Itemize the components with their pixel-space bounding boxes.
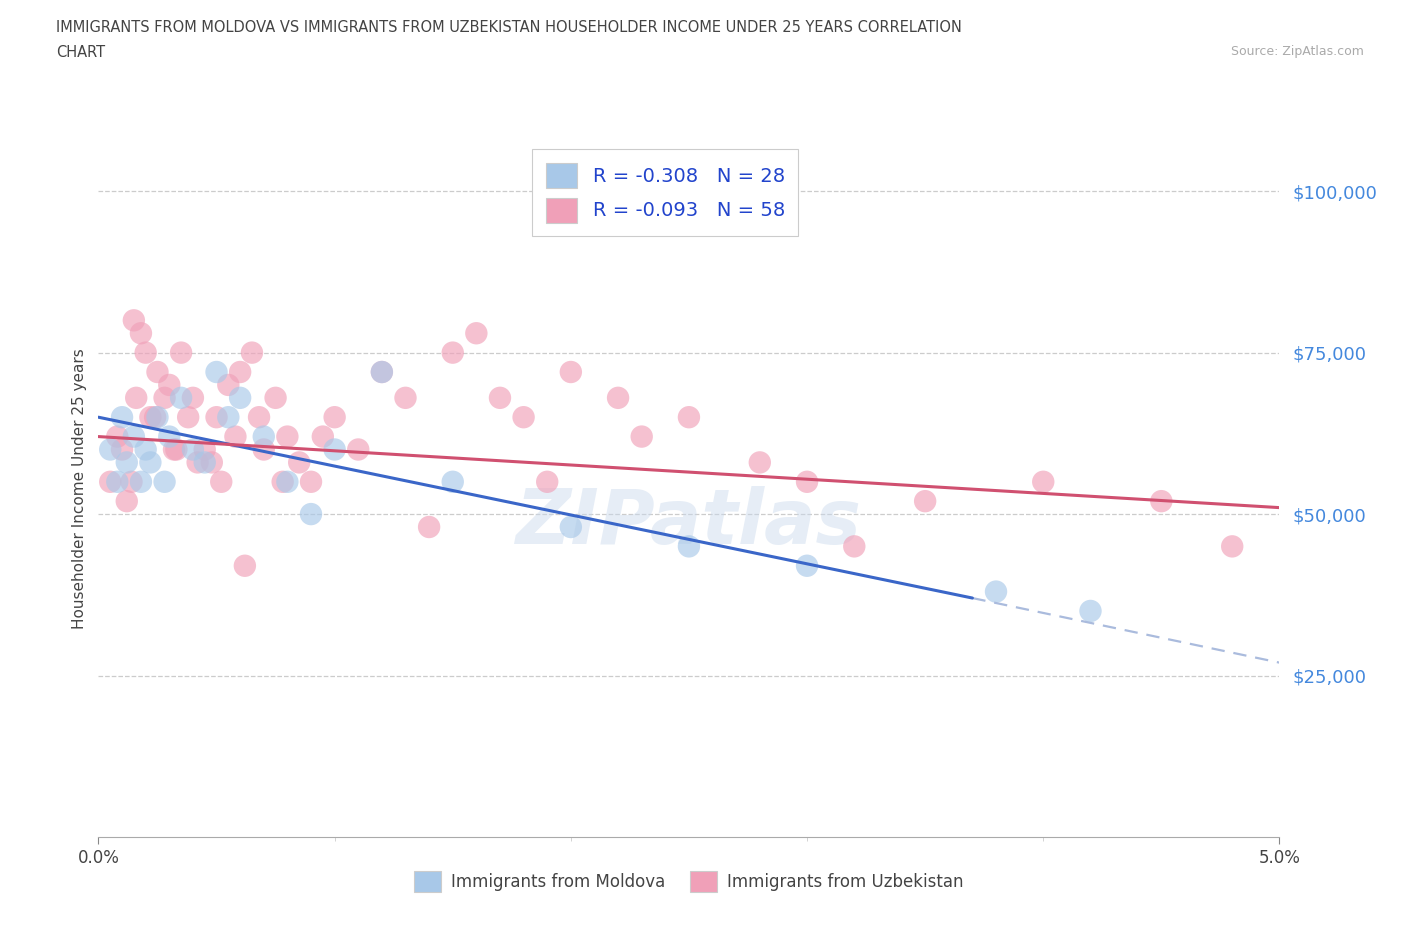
Point bbox=[512, 410, 534, 425]
Point bbox=[1080, 604, 1102, 618]
Point bbox=[796, 558, 818, 573]
Point bbox=[111, 442, 134, 457]
Point bbox=[371, 365, 394, 379]
Point bbox=[347, 442, 370, 457]
Text: Source: ZipAtlas.com: Source: ZipAtlas.com bbox=[1230, 45, 1364, 58]
Point bbox=[229, 365, 252, 379]
Point bbox=[105, 474, 128, 489]
Point bbox=[146, 410, 169, 425]
Point bbox=[194, 455, 217, 470]
Point bbox=[194, 442, 217, 457]
Point bbox=[984, 584, 1007, 599]
Point bbox=[98, 442, 121, 457]
Point bbox=[153, 474, 176, 489]
Point bbox=[170, 345, 193, 360]
Point bbox=[115, 494, 138, 509]
Point bbox=[146, 365, 169, 379]
Point bbox=[122, 429, 145, 444]
Point bbox=[139, 455, 162, 470]
Point bbox=[418, 520, 440, 535]
Point bbox=[441, 474, 464, 489]
Point bbox=[135, 442, 157, 457]
Point bbox=[607, 391, 630, 405]
Point bbox=[153, 391, 176, 405]
Point bbox=[125, 391, 148, 405]
Point bbox=[98, 474, 121, 489]
Point bbox=[217, 410, 239, 425]
Point bbox=[312, 429, 335, 444]
Point bbox=[181, 442, 204, 457]
Point bbox=[796, 474, 818, 489]
Point bbox=[105, 429, 128, 444]
Text: IMMIGRANTS FROM MOLDOVA VS IMMIGRANTS FROM UZBEKISTAN HOUSEHOLDER INCOME UNDER 2: IMMIGRANTS FROM MOLDOVA VS IMMIGRANTS FR… bbox=[56, 20, 962, 35]
Point bbox=[143, 410, 166, 425]
Point bbox=[157, 429, 180, 444]
Point bbox=[271, 474, 294, 489]
Point bbox=[115, 455, 138, 470]
Point bbox=[299, 474, 322, 489]
Point bbox=[209, 474, 232, 489]
Point bbox=[122, 312, 145, 327]
Point bbox=[678, 410, 700, 425]
Point bbox=[205, 410, 228, 425]
Point bbox=[224, 429, 246, 444]
Legend: Immigrants from Moldova, Immigrants from Uzbekistan: Immigrants from Moldova, Immigrants from… bbox=[408, 865, 970, 898]
Point bbox=[240, 345, 263, 360]
Point bbox=[536, 474, 558, 489]
Point bbox=[276, 429, 298, 444]
Y-axis label: Householder Income Under 25 years: Householder Income Under 25 years bbox=[72, 348, 87, 629]
Point bbox=[247, 410, 270, 425]
Point bbox=[201, 455, 224, 470]
Point bbox=[560, 365, 582, 379]
Point bbox=[288, 455, 311, 470]
Point bbox=[157, 378, 180, 392]
Point bbox=[129, 326, 152, 340]
Point bbox=[205, 365, 228, 379]
Point bbox=[371, 365, 394, 379]
Point bbox=[323, 442, 346, 457]
Point bbox=[229, 391, 252, 405]
Point bbox=[489, 391, 512, 405]
Point bbox=[217, 378, 239, 392]
Point bbox=[299, 507, 322, 522]
Point bbox=[165, 442, 187, 457]
Point bbox=[181, 391, 204, 405]
Point bbox=[630, 429, 652, 444]
Point bbox=[187, 455, 209, 470]
Point bbox=[135, 345, 157, 360]
Point bbox=[253, 429, 276, 444]
Point bbox=[139, 410, 162, 425]
Point bbox=[914, 494, 936, 509]
Point bbox=[560, 520, 582, 535]
Point bbox=[1032, 474, 1054, 489]
Point bbox=[276, 474, 298, 489]
Point bbox=[678, 539, 700, 554]
Point bbox=[163, 442, 186, 457]
Point bbox=[264, 391, 287, 405]
Point bbox=[748, 455, 770, 470]
Point bbox=[233, 558, 256, 573]
Point bbox=[111, 410, 134, 425]
Point bbox=[253, 442, 276, 457]
Text: CHART: CHART bbox=[56, 45, 105, 60]
Point bbox=[1150, 494, 1173, 509]
Point bbox=[441, 345, 464, 360]
Point bbox=[465, 326, 488, 340]
Point bbox=[394, 391, 416, 405]
Point bbox=[121, 474, 143, 489]
Point bbox=[323, 410, 346, 425]
Point bbox=[170, 391, 193, 405]
Point bbox=[1220, 539, 1243, 554]
Text: ZIPatlas: ZIPatlas bbox=[516, 486, 862, 560]
Point bbox=[844, 539, 866, 554]
Point bbox=[129, 474, 152, 489]
Point bbox=[177, 410, 200, 425]
